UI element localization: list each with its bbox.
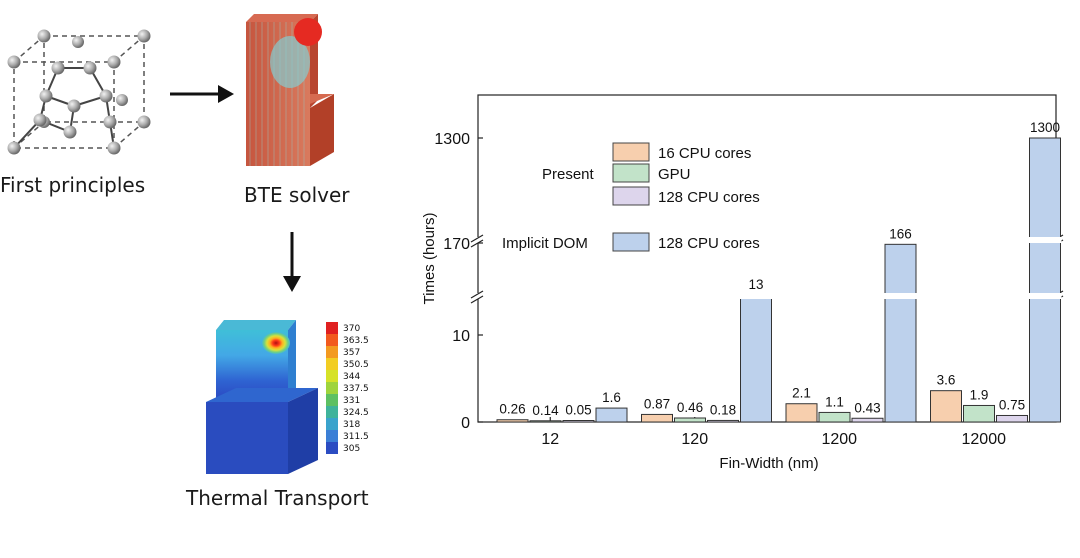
axis-break-mark [470,234,484,243]
legend: 16 CPU cores GPU 128 CPU cores 128 CPU core… [502,142,760,252]
bar [674,417,706,423]
colorbar-tick-label: 370 [343,324,360,334]
colorbar-tick-label: 331 [343,396,360,406]
temperature-colorbar: 370 363.5 357 350.5 344 337.5 331 324.5 318 311.5… [326,322,369,454]
bar-value-label: 1.1 [825,394,844,409]
bar-value-label: 3.6 [937,373,956,388]
bar [562,420,595,423]
x-tick-label: 12000 [962,431,1007,448]
axis-break-mark [470,295,484,304]
runtime-bar-chart: 0 10 170 1300 Times (hours) Fin-Width (nm) 12 0… [420,70,1080,550]
bar-value-label: 0.87 [644,396,670,411]
bar-break-gap [739,293,773,299]
bar-value-label: 0.14 [532,403,559,418]
first-principles-label: First principles [0,173,146,197]
legend-entry-label: 128 CPU cores [658,189,760,206]
colorbar-swatch [326,322,338,334]
bar [996,414,1028,423]
legend-swatch [612,142,650,162]
axis-break-gap [474,237,482,243]
bar [740,294,772,423]
bar-break-gap [1028,237,1062,243]
bar-value-label: 0.46 [677,400,703,415]
y-tick-label: 10 [452,328,470,345]
legend-swatch [612,163,650,183]
bar-value-label: 13 [748,277,763,292]
y-tick-label: 0 [461,415,470,432]
colorbar-swatch [326,358,338,370]
bar-break-gap [1028,293,1062,299]
axis-break-mark [470,239,484,248]
bar-value-label: 0.26 [499,402,525,417]
colorbar-swatch [326,382,338,394]
bar [884,243,917,423]
colorbar-tick-label: 350.5 [343,360,369,370]
colorbar-swatch [326,442,338,454]
legend-group-label: Implicit DOM [502,235,588,252]
bar-value-label: 0.05 [565,403,591,418]
y-tick-label: 170 [443,236,470,253]
y-tick-label: 1300 [434,131,470,148]
bar-value-label: 1300 [1030,120,1060,135]
legend-swatch [612,232,650,252]
bar [851,417,884,423]
colorbar-swatch [326,334,338,346]
x-tick-label: 1200 [821,431,857,448]
thermal-transport-label: Thermal Transport [186,486,369,510]
x-tick-label: 12 [541,431,559,448]
legend-entry-label: 16 CPU cores [658,145,751,162]
bte-fin-model [246,14,334,166]
legend-entry-label: 128 CPU cores [658,235,760,252]
bar [930,390,962,423]
legend-entry-label: GPU [658,166,691,183]
colorbar-swatch [326,346,338,358]
workflow-panel: 370 363.5 357 350.5 344 337.5 331 324.5 318 311.5… [0,0,420,553]
colorbar-tick-label: 357 [343,348,360,358]
axis-break-mark [470,290,484,299]
bar-value-label: 166 [889,226,912,241]
bar-value-label: 1.6 [602,390,621,405]
colorbar-swatch [326,418,338,430]
bar [963,404,995,423]
workflow-illustration: 370 363.5 357 350.5 344 337.5 331 324.5 318 311.5… [7,14,369,474]
bar [785,403,818,423]
legend-group-label: Present [542,166,595,183]
colorbar-swatch [326,430,338,442]
thermal-fin-model [206,320,318,474]
bar-value-label: 1.9 [970,387,989,402]
bar [529,420,562,423]
colorbar-tick-label: 305 [343,444,360,454]
axis-break-gap [474,293,482,299]
bar [1029,137,1061,423]
bte-solver-label: BTE solver [244,183,350,207]
bar-break-gap [884,293,917,299]
colorbar-tick-label: 337.5 [343,384,369,394]
colorbar-tick-label: 363.5 [343,336,369,346]
bar-value-label: 2.1 [792,386,811,401]
arrow-down-icon [283,232,301,292]
colorbar-tick-label: 344 [343,372,360,382]
colorbar-swatch [326,370,338,382]
bar [641,413,673,423]
bar-value-label: 0.75 [999,397,1025,412]
arrow-right-icon [170,85,234,103]
crystal-lattice-icon [7,29,151,155]
y-axis-label: Times (hours) [421,213,438,305]
colorbar-tick-label: 324.5 [343,408,369,418]
bar-value-label: 0.43 [854,400,880,415]
colorbar-tick-label: 311.5 [343,432,369,442]
x-axis-label: Fin-Width (nm) [719,455,818,472]
bar [595,407,628,423]
bar-value-label: 0.18 [710,402,736,417]
bar [818,411,851,423]
colorbar-tick-label: 318 [343,420,360,430]
colorbar-swatch [326,394,338,406]
legend-swatch [612,186,650,206]
colorbar-swatch [326,406,338,418]
bar [707,419,739,423]
bar [496,419,529,423]
x-tick-label: 120 [681,431,708,448]
